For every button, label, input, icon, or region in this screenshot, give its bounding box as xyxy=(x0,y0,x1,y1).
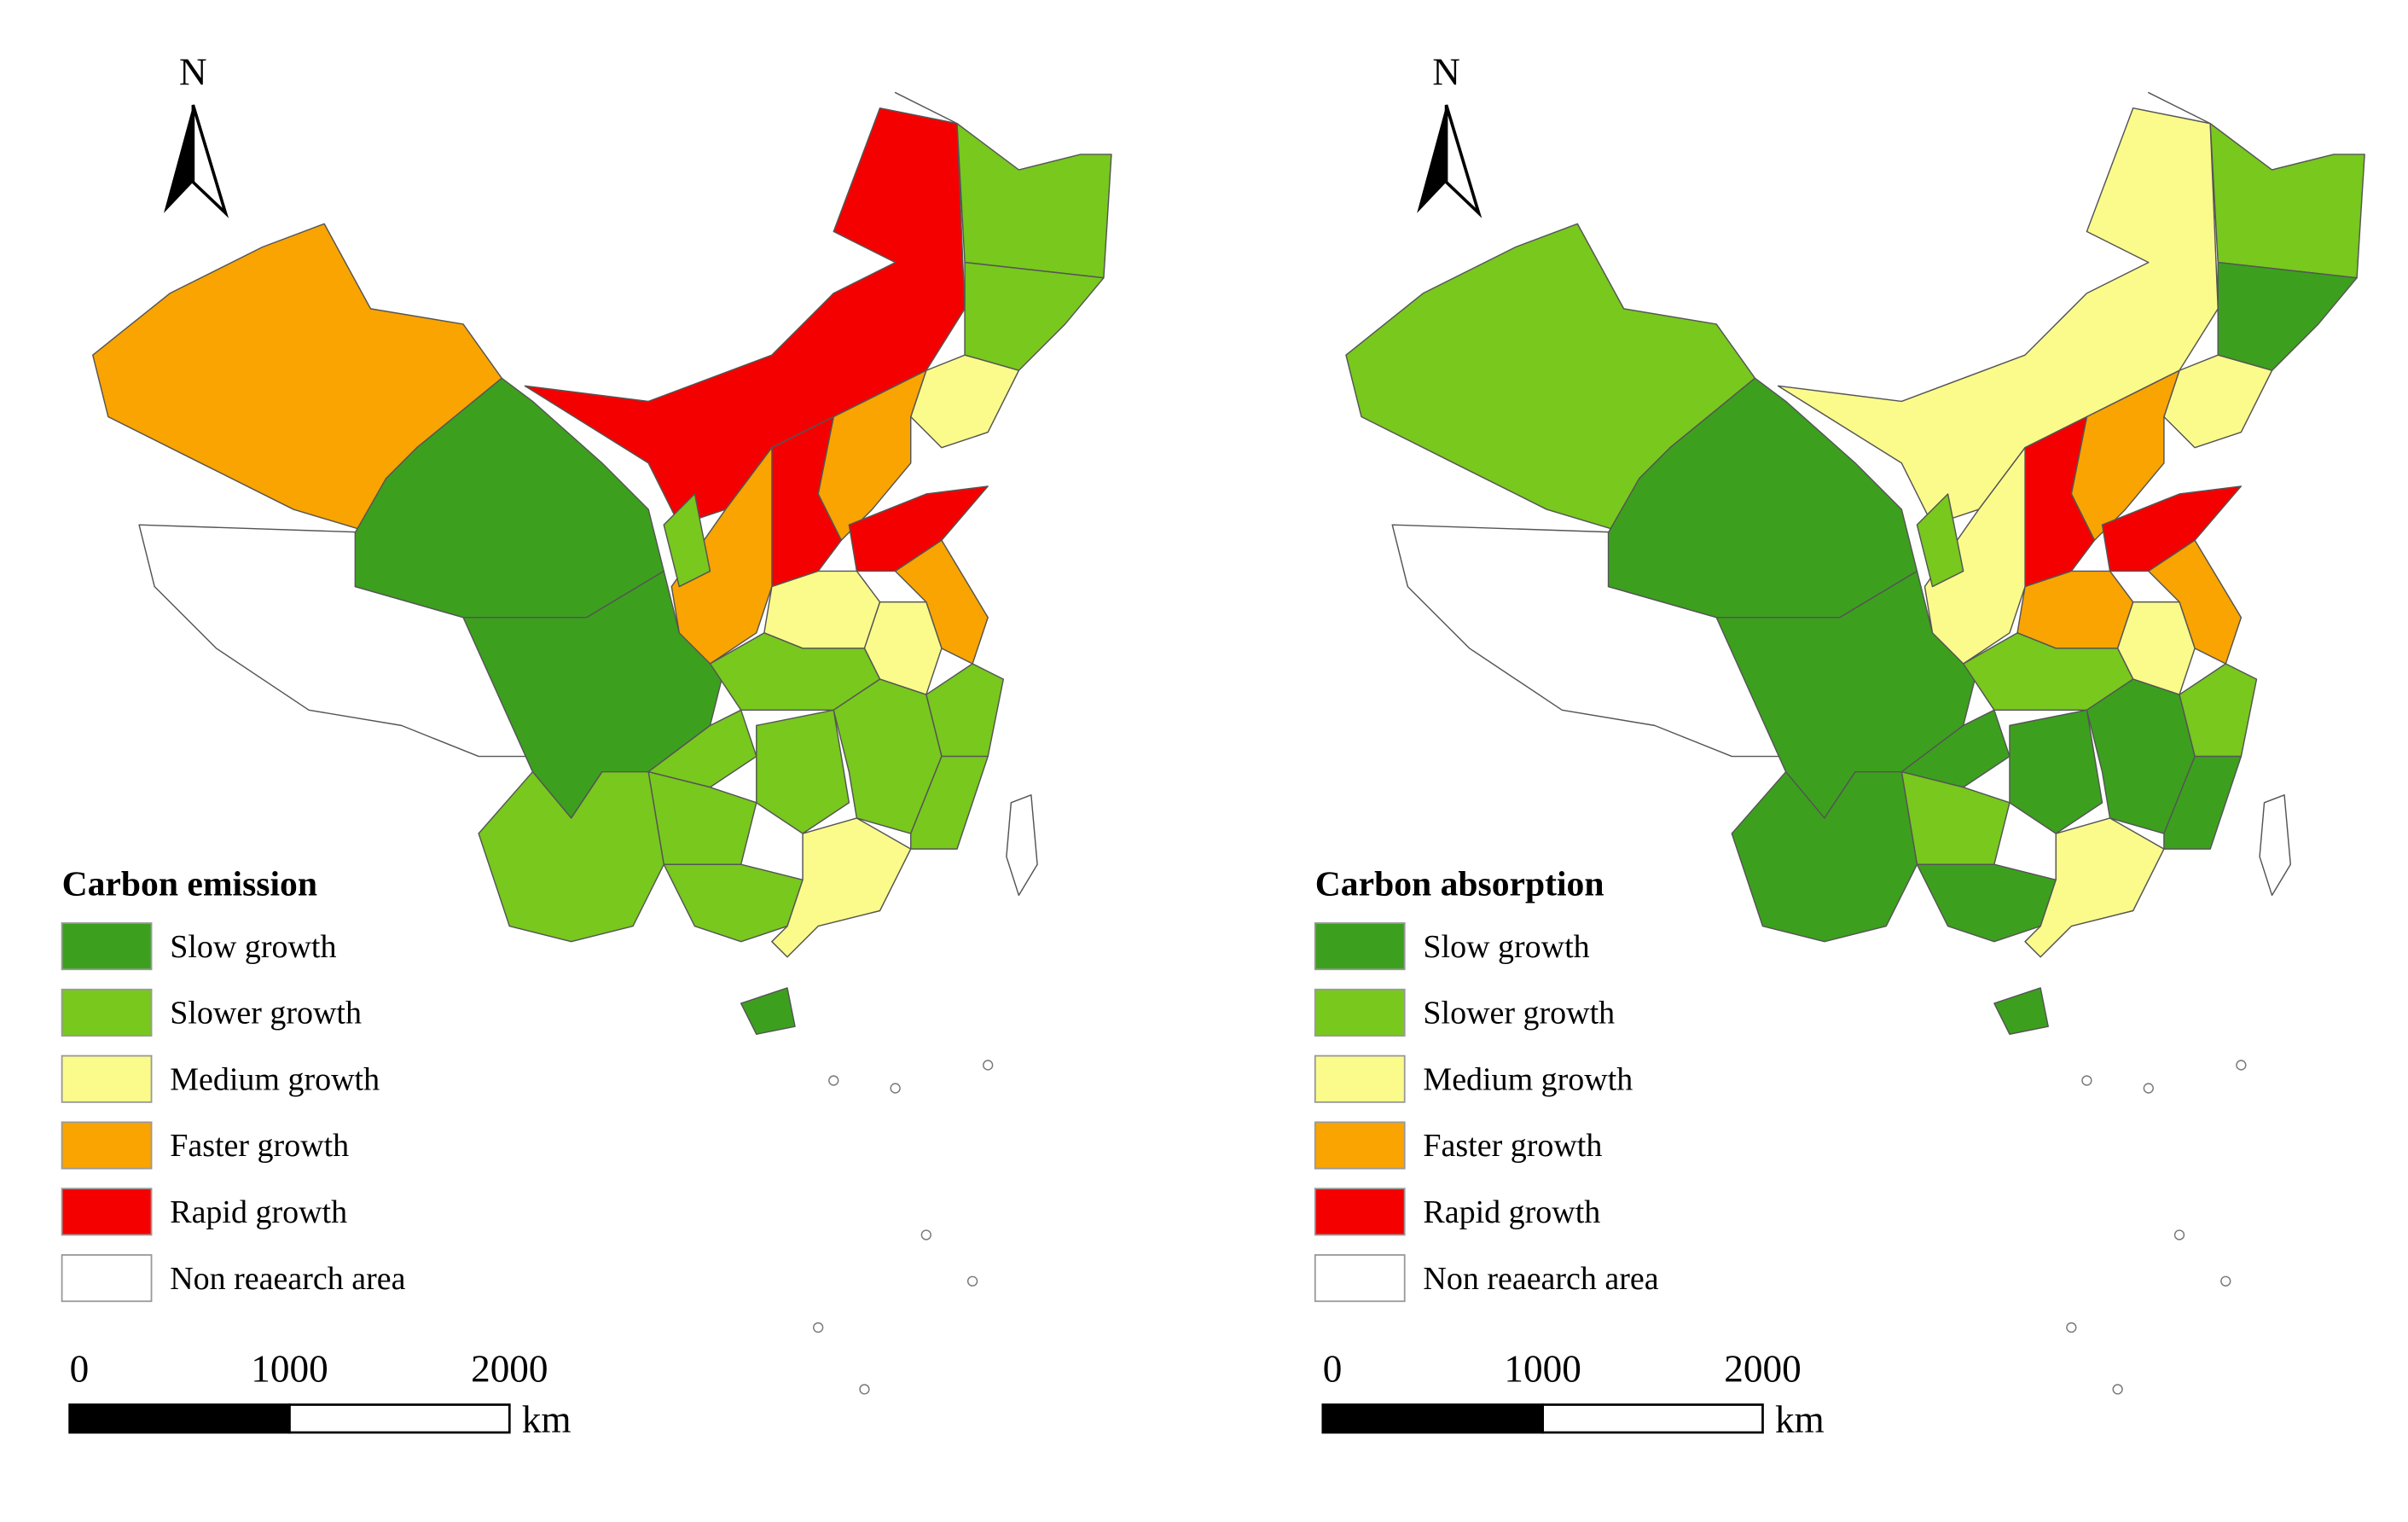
province xyxy=(663,493,711,588)
province xyxy=(709,632,881,712)
legend-swatch xyxy=(61,1254,153,1303)
legend-swatch xyxy=(1314,1188,1406,1236)
legend-title: Carbon absorption xyxy=(1315,864,1604,903)
island xyxy=(2143,1083,2154,1094)
scale-label: 2000 xyxy=(471,1347,548,1390)
north-label: N xyxy=(1432,51,1460,94)
north-arrow xyxy=(1444,104,1483,218)
province xyxy=(647,770,757,865)
province xyxy=(1900,770,2011,865)
scale-segment xyxy=(68,1403,291,1434)
island xyxy=(2220,1275,2231,1287)
legend-label: Slower growth xyxy=(170,996,362,1031)
province xyxy=(670,446,773,665)
province xyxy=(1916,493,1964,588)
province xyxy=(763,570,881,649)
north-arrow xyxy=(191,104,229,218)
island xyxy=(2066,1322,2077,1333)
legend-label: Non reaearch area xyxy=(1423,1261,1658,1297)
legend-title: Carbon emission xyxy=(62,864,317,903)
legend-swatch xyxy=(1314,1121,1406,1170)
legend-label: Non reaearch area xyxy=(170,1261,405,1297)
province xyxy=(894,91,1112,279)
island xyxy=(920,1229,931,1240)
legend-swatch xyxy=(61,1054,153,1103)
province xyxy=(663,863,804,943)
province xyxy=(1962,632,2134,712)
province xyxy=(910,755,989,850)
legend-label: Faster growth xyxy=(1423,1128,1602,1164)
island xyxy=(813,1322,824,1333)
province xyxy=(2259,794,2291,897)
scale-label: 1000 xyxy=(1504,1347,1581,1390)
legend-swatch xyxy=(61,1121,153,1170)
province xyxy=(771,817,912,958)
map-panel: N Carbon absorption Slow growth Slower grow… xyxy=(1314,51,2365,1441)
island xyxy=(859,1384,870,1395)
legend-label: Faster growth xyxy=(170,1128,349,1164)
island xyxy=(890,1083,901,1094)
legend-label: Slower growth xyxy=(1423,996,1615,1031)
island xyxy=(2173,1229,2185,1240)
legend-swatch xyxy=(1314,988,1406,1037)
legend-swatch xyxy=(61,1188,153,1236)
scale-unit: km xyxy=(522,1398,572,1441)
legend-label: Medium growth xyxy=(1423,1061,1633,1097)
map-panel: N Carbon emission Slow growth Slower growth… xyxy=(61,51,1112,1441)
scale-segment xyxy=(288,1403,511,1434)
legend-label: Slow growth xyxy=(1423,929,1589,965)
province xyxy=(1006,794,1038,897)
legend-swatch xyxy=(61,922,153,971)
scale-segment xyxy=(1321,1403,1545,1434)
province xyxy=(1993,987,2049,1035)
scale-unit: km xyxy=(1775,1398,1825,1441)
province xyxy=(1923,446,2026,665)
north-label: N xyxy=(179,51,207,94)
island xyxy=(828,1075,839,1086)
legend-label: Slow growth xyxy=(170,929,336,965)
province xyxy=(478,770,664,943)
island xyxy=(2112,1384,2123,1395)
island xyxy=(983,1060,994,1071)
scale-label: 0 xyxy=(1323,1347,1343,1390)
province xyxy=(2016,570,2134,649)
scale-label: 2000 xyxy=(1724,1347,1801,1390)
scale-label: 0 xyxy=(70,1347,90,1390)
legend-swatch xyxy=(1314,922,1406,971)
province xyxy=(2009,709,2103,834)
legend-swatch xyxy=(1314,1054,1406,1103)
legend-label: Medium growth xyxy=(170,1061,380,1097)
province xyxy=(964,261,1105,371)
province xyxy=(354,377,664,619)
island xyxy=(966,1275,978,1287)
legend-label: Rapid growth xyxy=(1423,1194,1600,1230)
north-arrow xyxy=(164,105,194,213)
island xyxy=(2081,1075,2092,1086)
province xyxy=(1916,863,2057,943)
province xyxy=(2024,817,2165,958)
legend-label: Rapid growth xyxy=(170,1194,347,1230)
province xyxy=(2217,261,2358,371)
north-arrow xyxy=(1417,105,1447,213)
province xyxy=(2163,755,2243,850)
legend-swatch xyxy=(1314,1254,1406,1303)
province xyxy=(1607,377,1918,619)
province xyxy=(756,709,850,834)
province xyxy=(1731,770,1918,943)
scale-segment xyxy=(1541,1403,1764,1434)
legend-swatch xyxy=(61,988,153,1037)
province xyxy=(2148,91,2365,279)
scale-label: 1000 xyxy=(251,1347,328,1390)
province xyxy=(740,987,796,1035)
island xyxy=(2236,1060,2247,1071)
